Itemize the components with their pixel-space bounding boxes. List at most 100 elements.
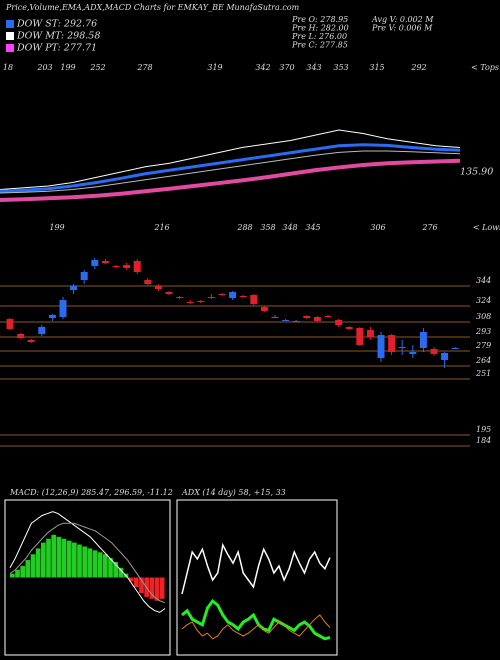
stat-label: Pre O: 278.95 (291, 15, 348, 24)
stat-label: Pre H: 282.00 (291, 24, 349, 33)
legend-label: DOW MT: 298.58 (16, 31, 100, 42)
legend-swatch (6, 44, 14, 52)
macd-bar (149, 577, 155, 599)
low-label: < Lows (473, 223, 500, 232)
candle-body (144, 280, 152, 284)
macd-bar (103, 554, 108, 578)
low-label: 199 (49, 223, 64, 232)
candle-body (207, 297, 215, 298)
candle-body (165, 292, 173, 294)
low-label: 216 (153, 223, 169, 232)
macd-bar (46, 538, 51, 578)
top-label: 370 (279, 63, 294, 72)
macd-bar (118, 567, 124, 578)
macd-bar (41, 542, 46, 578)
candle-body (80, 272, 88, 280)
candle-body (419, 332, 427, 348)
top-label: 292 (410, 63, 426, 72)
level-label: 324 (476, 296, 491, 305)
stat-label: Avg V: 0.002 M (371, 15, 434, 24)
candle-body (59, 300, 67, 317)
candle-body (112, 266, 120, 267)
macd-bar (128, 577, 134, 582)
candle-body (398, 347, 406, 348)
candle-body (218, 294, 226, 295)
top-label: 199 (60, 63, 75, 72)
macd-bar (108, 558, 113, 578)
low-label: 358 (260, 223, 275, 232)
macd-bar (15, 569, 20, 578)
top-label: 252 (89, 63, 105, 72)
low-label: 288 (236, 223, 252, 232)
candle-body (48, 315, 56, 318)
low-label: 345 (305, 223, 320, 232)
stat-label: Pre C: 277.85 (291, 41, 348, 50)
macd-line (9, 511, 166, 613)
candle-body (292, 321, 300, 322)
candle-body (260, 307, 268, 311)
macd-bar (77, 544, 82, 578)
candle-body (239, 296, 247, 297)
macd-bar (35, 548, 41, 578)
page-title: Price,Volume,EMA,ADX,MACD Charts for EMK… (5, 3, 300, 12)
candle-body (101, 261, 109, 263)
level-label: 184 (476, 436, 491, 445)
adx-line (181, 598, 331, 641)
adx-line (181, 542, 331, 595)
macd-bar (97, 552, 103, 578)
legend-swatch (6, 20, 14, 28)
candle-body (6, 319, 14, 329)
candle-body (133, 261, 141, 272)
top-label: 278 (136, 63, 152, 72)
top-label: 353 (333, 63, 348, 72)
macd-bar (66, 540, 72, 578)
macd-bar (159, 577, 165, 599)
level-label: 279 (475, 341, 491, 350)
top-label: 343 (306, 63, 321, 72)
level-label: 264 (475, 356, 491, 365)
macd-bar (56, 536, 62, 578)
top-label: 315 (369, 63, 384, 72)
candle-body (38, 327, 46, 334)
macd-bar (113, 562, 118, 578)
macd-bar (10, 573, 15, 578)
top-label: 342 (255, 63, 270, 72)
macd-label: MACD: (12,26,9) 285.47, 296.59, -11.12 (9, 488, 173, 497)
legend-swatch (6, 32, 14, 40)
adx-label: ADX (14 day) 58, +15, 33 (181, 488, 286, 497)
ema-line (0, 129, 461, 190)
top-label: 319 (207, 63, 222, 72)
ema-line (0, 158, 461, 202)
adx-line (181, 614, 331, 640)
candle-body (91, 260, 99, 266)
candle-body (388, 335, 396, 352)
candle-body (197, 301, 205, 302)
candle-body (451, 348, 459, 349)
candle-body (27, 340, 35, 342)
legend-label: DOW PT: 277.71 (16, 43, 97, 54)
macd-bar (92, 550, 98, 578)
candle-body (441, 353, 449, 360)
macd-bar (30, 554, 36, 578)
candle-body (345, 327, 353, 329)
macd-bar (51, 534, 56, 578)
candle-body (366, 330, 374, 337)
stat-label: Pre V: 0.006 M (371, 24, 433, 33)
candle-body (154, 286, 162, 289)
top-label: 18 (3, 63, 13, 72)
top-label: < Tops (471, 63, 499, 72)
level-label: 293 (475, 327, 491, 336)
macd-bar (87, 548, 93, 578)
candle-body (377, 335, 385, 358)
candle-body (430, 349, 438, 354)
candle-body (176, 297, 184, 298)
candle-body (282, 320, 290, 321)
macd-bar (61, 538, 67, 578)
candle-body (335, 320, 343, 325)
macd-bar (154, 577, 160, 601)
macd-bar (82, 546, 87, 578)
level-label: 251 (475, 369, 491, 378)
top-label: 203 (36, 63, 52, 72)
candle-body (271, 317, 279, 318)
